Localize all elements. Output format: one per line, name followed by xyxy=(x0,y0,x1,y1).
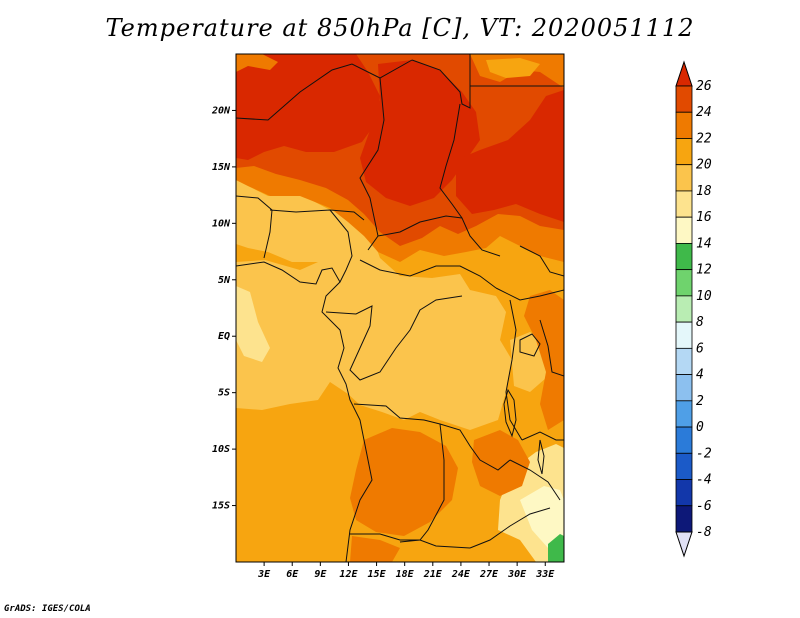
lake-malawi xyxy=(537,439,545,475)
colorbar-segment xyxy=(675,111,693,139)
zone-20-22-ne-patch xyxy=(486,58,540,78)
border-zambia-south xyxy=(469,507,551,549)
border-drc-east xyxy=(505,299,523,441)
map-frame xyxy=(235,53,565,563)
lat-tick-label: 15N xyxy=(212,162,231,173)
border-cameroon xyxy=(329,209,353,283)
lake-tanganyika xyxy=(503,388,517,438)
zone-above-26-west xyxy=(236,54,380,160)
longitude-axis: 3E 6E 9E 12E 15E 18E 21E 24E 27E 30E 33E xyxy=(257,562,555,580)
lon-tick-label: 33E xyxy=(535,569,555,580)
colorbar-segment xyxy=(675,452,693,480)
zone-22-24-nw-patch xyxy=(236,54,278,72)
zone-22-24-south xyxy=(350,536,400,562)
colorbar-label: 2 xyxy=(696,394,704,409)
border-east-2 xyxy=(519,245,564,277)
colorbar-label: -2 xyxy=(696,446,712,461)
lon-tick-label: 30E xyxy=(507,569,527,580)
colorbar-segment xyxy=(675,269,693,297)
lon-tick-label: 18E xyxy=(396,569,415,580)
colorbar-segment xyxy=(675,243,693,271)
colorbar-segment xyxy=(675,374,693,402)
lat-tick-label: EQ xyxy=(218,331,230,342)
colorbar-label: -6 xyxy=(696,499,712,514)
latitude-axis: 20N 15N 10N 5N EQ 5S 10S 15S xyxy=(211,105,236,512)
border-sudan-chad xyxy=(439,103,501,257)
colorbar-segment xyxy=(675,295,693,323)
zone-22-24-east xyxy=(524,290,564,430)
colorbar-label: -4 xyxy=(696,473,712,488)
lon-tick-label: 15E xyxy=(368,569,387,580)
colorbar-segment xyxy=(675,138,693,166)
colorbar-label: 26 xyxy=(696,79,712,94)
colorbar-segment xyxy=(675,164,693,192)
colorbar-label: 14 xyxy=(696,236,712,251)
border-tz xyxy=(521,431,564,441)
colorbar-label: 24 xyxy=(696,105,712,120)
zone-above-26-east xyxy=(456,90,564,222)
lat-tick-label: 10N xyxy=(212,218,231,229)
lat-tick-label: 15S xyxy=(212,501,230,512)
zone-16-18-coast xyxy=(236,286,270,362)
lon-tick-label: 21E xyxy=(423,569,443,580)
colorbar-segment xyxy=(675,190,693,218)
colorbar-segment xyxy=(675,426,693,454)
map-title: Temperature at 850hPa [C], VT: 202005111… xyxy=(105,14,695,42)
zone-14-16-south xyxy=(520,486,564,548)
colorbar-label: 6 xyxy=(696,341,704,356)
colorbar-label: 12 xyxy=(696,263,712,278)
lon-tick-label: 6E xyxy=(286,569,299,580)
colorbar-label: 8 xyxy=(696,315,704,330)
temperature-field xyxy=(236,54,564,562)
border-angola-namibia xyxy=(350,533,471,549)
colorbar-cap-bottom xyxy=(675,531,693,558)
lon-tick-label: 3E xyxy=(257,569,271,580)
coastline-gulf-of-guinea xyxy=(236,261,373,562)
zone-22-24-angola xyxy=(350,428,458,536)
zone-22-24-zambia xyxy=(472,430,530,496)
lake-victoria xyxy=(519,333,541,357)
border-east-3 xyxy=(539,319,564,377)
border-mz xyxy=(509,459,561,501)
country-borders xyxy=(236,54,564,562)
colorbar-label: 22 xyxy=(696,131,712,146)
lat-tick-label: 10S xyxy=(212,444,230,455)
border-east-1 xyxy=(495,287,564,301)
colorbar-segment xyxy=(675,347,693,375)
lat-tick-label: 5N xyxy=(218,275,231,286)
colorbar-label: 18 xyxy=(696,184,712,199)
lat-tick-label: 5S xyxy=(218,388,230,399)
border-sudan xyxy=(411,54,471,109)
credit-text: GrADS: IGES/COLA xyxy=(4,604,91,614)
border-car-south xyxy=(359,259,497,289)
colorbar-segment xyxy=(675,85,693,113)
colorbar-segment xyxy=(675,400,693,428)
colorbar-label: 16 xyxy=(696,210,712,225)
border-drc-south xyxy=(353,403,511,471)
lon-tick-label: 24E xyxy=(451,569,471,580)
border-chad-car xyxy=(377,215,463,237)
colorbar-segment xyxy=(675,321,693,349)
colorbar-label: 4 xyxy=(696,368,704,383)
lat-tick-label: 20N xyxy=(211,105,231,116)
border-congo xyxy=(325,295,463,381)
lon-tick-label: 12E xyxy=(339,569,358,580)
zone-12-14 xyxy=(548,534,564,562)
zone-18-20-west xyxy=(236,230,512,430)
colorbar-cap-top xyxy=(675,60,693,87)
colorbar-segment xyxy=(675,479,693,507)
colorbar-label: -8 xyxy=(696,525,712,540)
colorbar-label: 20 xyxy=(696,158,712,173)
colorbar-segment xyxy=(675,505,693,533)
colorbar-label: 10 xyxy=(696,289,712,304)
colorbar-segment xyxy=(675,216,693,244)
lon-tick-label: 9E xyxy=(314,569,327,580)
colorbar-label: 0 xyxy=(696,420,704,435)
zone-above-26-central xyxy=(360,60,480,206)
lon-tick-label: 27E xyxy=(479,569,499,580)
